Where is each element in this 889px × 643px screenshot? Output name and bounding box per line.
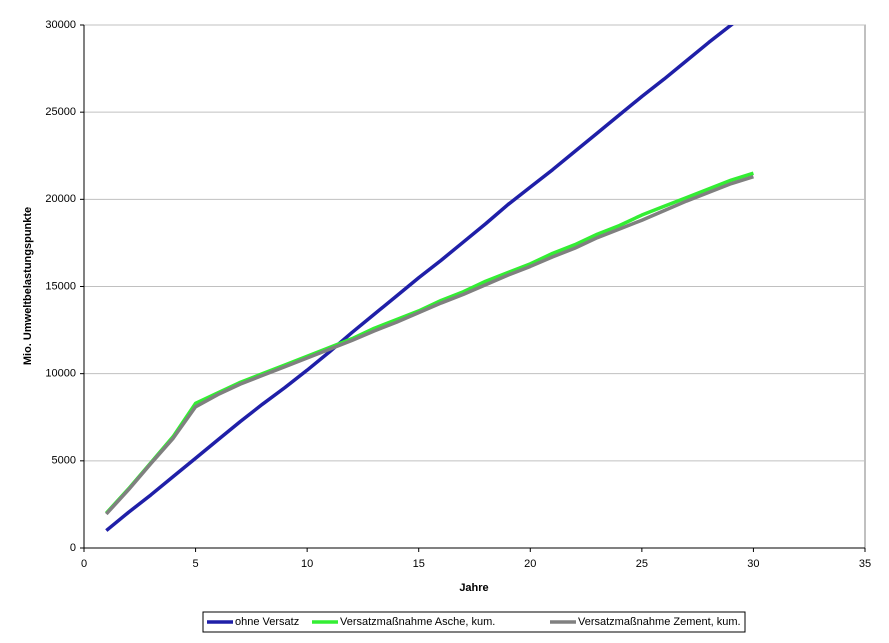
y-tick-label: 30000 [45,19,76,31]
x-tick-label: 10 [301,558,313,570]
y-tick-label: 15000 [45,280,76,292]
y-tick-label: 5000 [52,455,76,467]
series-line [105,25,734,532]
legend-label: Versatzmaßnahme Asche, kum. [340,616,495,628]
series-line [105,174,754,516]
legend-label: Versatzmaßnahme Zement, kum. [578,616,741,628]
x-tick-label: 0 [81,558,87,570]
y-tick-label: 10000 [45,368,76,380]
x-tick-label: 30 [747,558,759,570]
x-tick-label: 35 [859,558,871,570]
x-tick-label: 25 [636,558,648,570]
y-axis-label: Mio. Umweltbelastungspunkte [22,207,34,365]
y-tick-label: 0 [70,542,76,554]
x-tick-label: 20 [524,558,536,570]
series-line [105,171,754,515]
y-tick-label: 25000 [45,106,76,118]
y-tick-label: 20000 [45,193,76,205]
series-group [105,25,754,532]
x-tick-label: 15 [413,558,425,570]
x-tick-label: 5 [193,558,199,570]
legend-label: ohne Versatz [235,616,299,628]
legend-box [202,611,746,633]
x-axis-label: Jahre [459,582,488,594]
